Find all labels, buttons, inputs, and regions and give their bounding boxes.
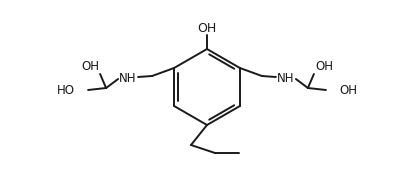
Text: OH: OH [81,60,99,74]
Text: OH: OH [315,60,333,74]
Text: HO: HO [57,84,75,97]
Text: OH: OH [198,22,217,35]
Text: NH: NH [277,71,295,84]
Text: NH: NH [120,71,137,84]
Text: OH: OH [339,84,357,97]
